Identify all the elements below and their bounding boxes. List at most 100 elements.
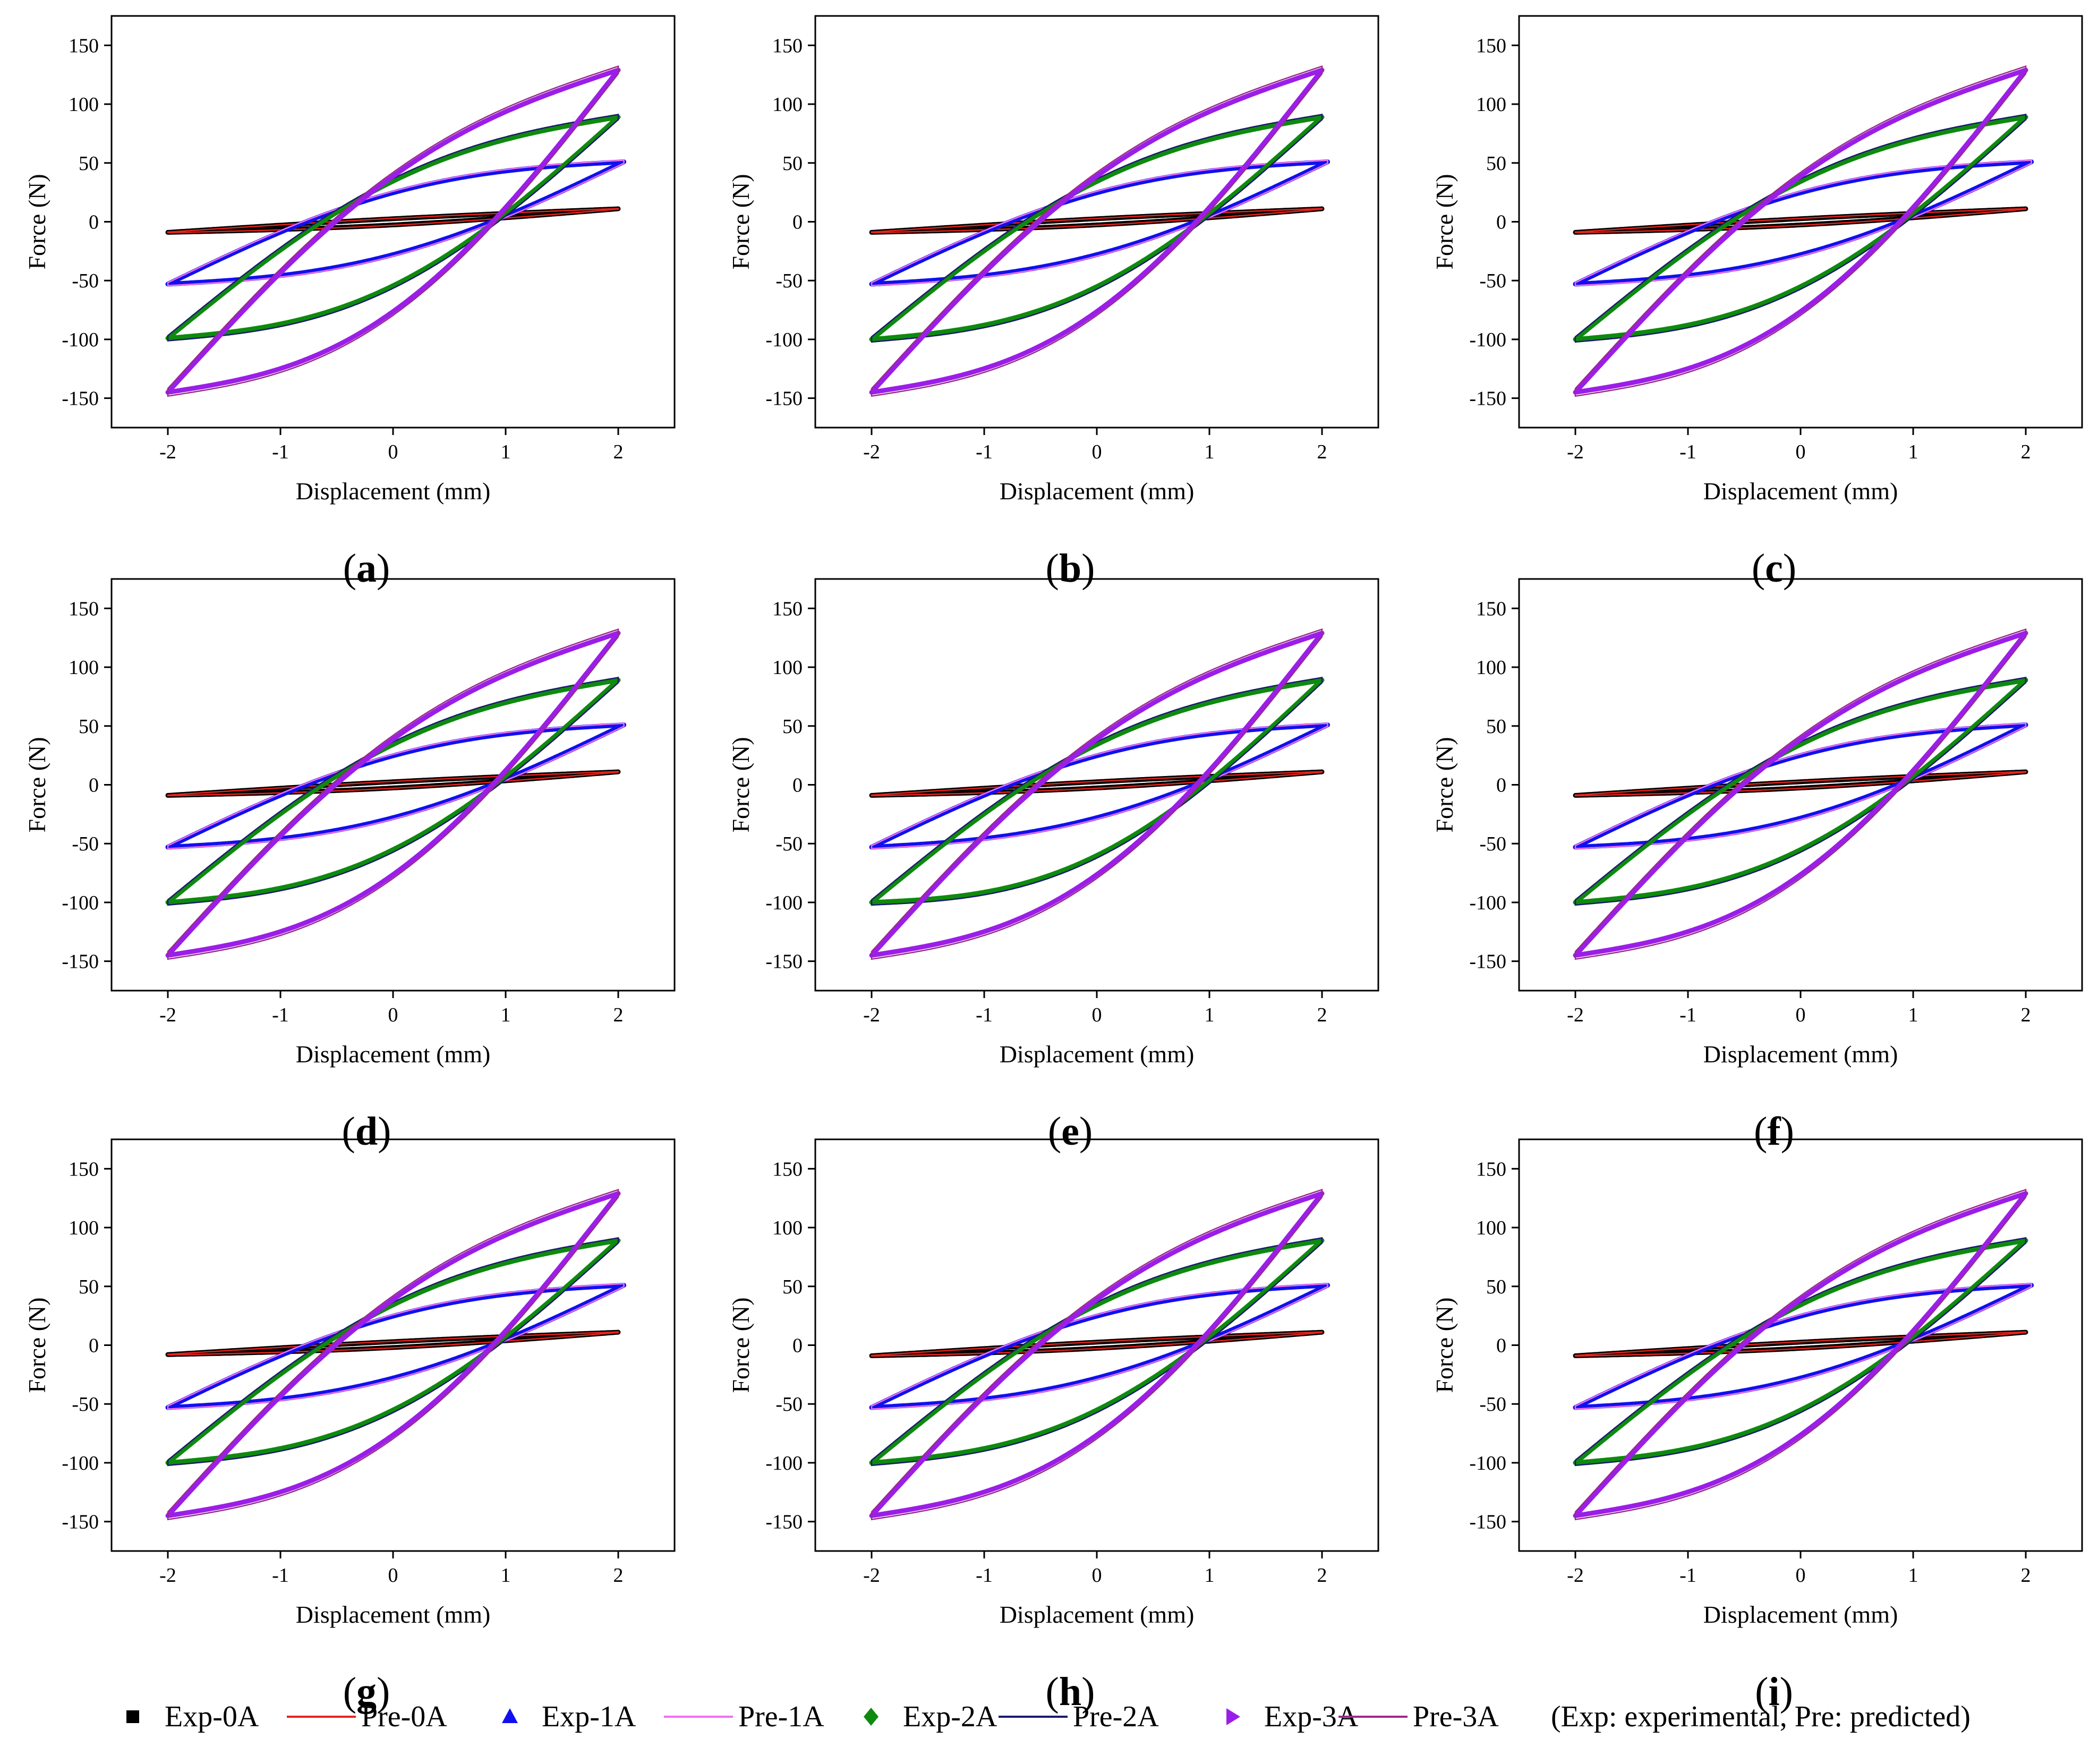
x-axis-title: Displacement (mm) [1000,1041,1195,1068]
curves [1573,1188,2034,1521]
y-tick-label: -100 [62,1452,99,1475]
panel-label-close: ) [377,1669,390,1714]
exp-loop-0A [165,1330,621,1357]
y-tick-label: -150 [1469,1511,1506,1533]
y-axis-title: Force (N) [23,174,50,269]
y-tick-label: -100 [765,1452,803,1475]
panel-label: (g) [343,1669,390,1714]
panel-label-letter: e [1061,1109,1079,1154]
x-tick-label: 1 [501,441,511,463]
panel-label: (a) [343,546,390,591]
x-tick-label: 1 [501,1004,511,1026]
y-tick-label: -50 [1479,833,1506,855]
x-tick-label: 2 [613,441,624,463]
panel-label-open: ( [343,546,356,591]
x-tick-label: 2 [1317,1564,1327,1587]
y-tick-label: -100 [765,892,803,914]
triangle-marker-icon [502,1708,518,1723]
x-tick-label: -2 [1567,1004,1584,1026]
panel-label-close: ) [1781,1109,1794,1154]
x-tick-label: 2 [613,1564,624,1587]
panel-label-open: ( [1046,546,1059,591]
curves [869,65,1331,397]
y-tick-label: 0 [1496,1335,1506,1357]
y-tick-label: 100 [1476,657,1506,679]
legend-item: Pre-2A [999,1700,1159,1733]
x-axis-title: Displacement (mm) [1703,478,1898,505]
y-tick-label: -150 [765,388,803,410]
exp-loop-0A [869,769,1325,798]
y-tick-label: 0 [792,774,803,797]
pre-loop-2A [1574,1237,2027,1467]
x-tick-label: -1 [272,1564,289,1587]
x-tick-label: 2 [1317,441,1327,463]
panel-label-open: ( [342,1109,355,1154]
exp-loop-0A [165,769,621,798]
curves [165,628,627,960]
y-tick-label: -100 [1469,329,1506,351]
y-tick-label: 150 [69,598,99,620]
square-marker-icon [126,1710,139,1723]
x-tick-label: 2 [1317,1004,1327,1026]
x-tick-label: 0 [388,1564,398,1587]
curves [869,1188,1331,1521]
y-tick-label: 0 [1496,211,1506,234]
pre-loop-3A [1574,628,2027,960]
panel-a: -150 -100 -50 0 50 100 150 -2 -1 0 1 2 Displacement … [23,15,676,591]
pre-loop-1A [1574,1283,2032,1410]
x-axis-title: Displacement (mm) [296,1041,491,1068]
pre-loop-1A [1574,722,2027,850]
panel-g: -150 -100 -50 0 50 100 150 -2 -1 0 1 2 Displacement … [23,1138,676,1714]
pre-loop-2A [1574,114,2027,343]
y-tick-label: 150 [772,598,803,620]
exp-loop-0A [165,206,621,235]
x-tick-label: -1 [1679,1564,1696,1587]
pre-loop-2A [167,1237,619,1467]
y-tick-label: -100 [1469,1452,1506,1475]
x-tick-label: 2 [613,1004,624,1026]
pre-loop-3A [167,1188,619,1521]
x-tick-label: -2 [1567,441,1584,463]
pre-loop-2A [1574,677,2027,906]
y-tick-label: 50 [1486,715,1506,738]
pre-loop-2A [871,677,1323,906]
y-tick-label: 50 [782,715,803,738]
x-tick-label: -2 [863,1564,880,1587]
x-tick-label: -2 [159,441,176,463]
legend-label: Pre-0A [361,1700,447,1733]
y-tick-label: 50 [79,152,99,175]
x-tick-label: -1 [976,1564,993,1587]
x-tick-label: -2 [1567,1564,1584,1587]
exp-loop-0A [1573,1330,2028,1358]
y-tick-label: 150 [69,35,99,57]
x-tick-label: -1 [976,441,993,463]
legend-label: Pre-3A [1413,1700,1499,1733]
exp-loop-0A [869,1330,1325,1358]
x-tick-label: 0 [1796,1564,1806,1587]
pre-loop-1A [167,1283,625,1410]
y-tick-label: 100 [69,93,99,116]
pre-loop-1A [1574,159,2032,287]
y-tick-label: 0 [792,211,803,234]
x-tick-label: -2 [159,1564,176,1587]
x-tick-label: -1 [976,1004,993,1026]
y-tick-label: 50 [79,1276,99,1298]
y-tick-label: -50 [775,833,803,855]
x-axis-title: Displacement (mm) [296,478,491,505]
legend-item: Pre-3A [1338,1700,1499,1733]
x-tick-label: -2 [159,1004,176,1026]
y-tick-label: -150 [62,951,99,973]
pre-loop-3A [1574,65,2027,397]
legend: Exp-0A Pre-0A Exp-1A Pre-1A Exp-2A Pre-2A Exp-… [126,1700,1971,1733]
y-tick-label: -100 [62,892,99,914]
x-tick-label: -1 [272,441,289,463]
y-axis-title: Force (N) [727,1297,754,1393]
curves [869,628,1331,960]
y-tick-label: -50 [1479,1393,1506,1416]
y-tick-label: 100 [69,1217,99,1239]
exp-loop-0A [1573,769,2028,798]
panel-label-letter: h [1059,1669,1081,1714]
panel-label-letter: b [1059,546,1081,591]
panel-label-close: ) [1783,546,1796,591]
